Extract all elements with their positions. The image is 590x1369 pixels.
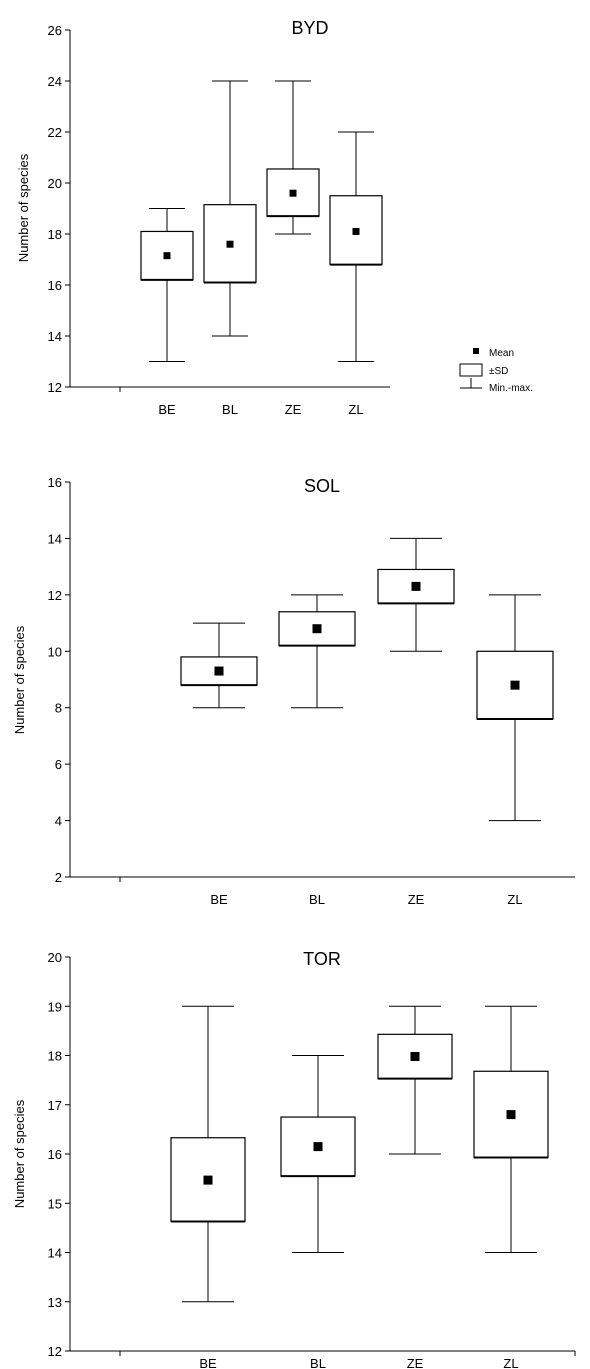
box-be (140, 208, 194, 362)
mean-marker (313, 1142, 323, 1152)
mean-marker (214, 666, 224, 676)
y-tick-label: 14 (48, 1246, 62, 1261)
chart-title: SOL (304, 476, 340, 496)
x-tick-label-be: BE (158, 402, 176, 417)
legend: Mean ±SD Min.-max. (459, 348, 533, 394)
mean-marker (226, 240, 234, 248)
x-tick-label-bl: BL (222, 402, 238, 417)
mean-marker (410, 1051, 420, 1061)
chart-title: TOR (303, 949, 341, 969)
mean-marker (163, 252, 171, 260)
mean-marker (312, 624, 322, 634)
y-tick-label: 12 (48, 1344, 62, 1359)
y-tick-label: 15 (48, 1196, 62, 1211)
mean-marker (510, 680, 520, 690)
legend-sd-box (459, 363, 483, 377)
legend-label-minmax: Min.-max. (489, 383, 533, 394)
y-tick-label: 20 (48, 176, 62, 191)
x-tick-label-be: BE (199, 1356, 217, 1369)
y-tick-label: 2 (55, 870, 62, 885)
y-tick-label: 12 (48, 588, 62, 603)
mean-marker (352, 227, 360, 235)
box-zl (329, 131, 383, 362)
y-tick-label: 4 (55, 814, 62, 829)
x-tick-label-bl: BL (309, 892, 325, 907)
box-be (180, 622, 258, 709)
box-zl (476, 594, 554, 822)
y-tick-label: 18 (48, 227, 62, 242)
legend-label-sd: ±SD (489, 366, 508, 377)
y-tick-label: 26 (48, 23, 62, 38)
y-tick-label: 13 (48, 1295, 62, 1310)
legend-mean-marker (473, 348, 479, 354)
y-tick-label: 22 (48, 125, 62, 140)
y-tick-label: 16 (48, 1147, 62, 1162)
y-tick-label: 16 (48, 278, 62, 293)
chart-sol: 2 4 6 8 10 12 14 16 SOL Number of species BE BL ZE ZL (12, 475, 575, 907)
x-tick-label-bl: BL (310, 1356, 326, 1369)
chart-byd: 12 14 16 18 20 22 24 26 BYD Number of species BE BL… (16, 18, 533, 417)
y-tick-label: 12 (48, 380, 62, 395)
chart-tor: 12 13 14 15 16 17 18 19 20 TOR Number of species BE… (12, 949, 576, 1369)
y-tick-label: 20 (48, 950, 62, 965)
y-tick-label: 18 (48, 1049, 62, 1064)
chart-title: BYD (291, 18, 328, 38)
mean-marker (411, 581, 421, 591)
y-axis-label: Number of species (12, 625, 27, 734)
box-ze (266, 80, 320, 235)
x-tick-label-zl: ZL (348, 402, 363, 417)
x-tick-label-ze: ZE (407, 1356, 424, 1369)
y-axis-label: Number of species (16, 153, 31, 262)
mean-marker (289, 189, 297, 197)
x-tick-label-ze: ZE (285, 402, 302, 417)
y-tick-label: 24 (48, 74, 62, 89)
box-bl (278, 594, 356, 709)
y-tick-label: 17 (48, 1098, 62, 1113)
y-tick-label: 8 (55, 701, 62, 716)
y-tick-label: 14 (48, 329, 62, 344)
box-ze (377, 537, 455, 652)
legend-label-mean: Mean (489, 348, 514, 359)
y-tick-label: 19 (48, 999, 62, 1014)
sd-box (377, 568, 455, 604)
x-tick-label-zl: ZL (507, 892, 522, 907)
y-tick-label: 14 (48, 531, 62, 546)
mean-marker (506, 1110, 516, 1120)
y-tick-label: 16 (48, 475, 62, 490)
box-ze (377, 1005, 453, 1155)
mean-marker (203, 1175, 213, 1185)
x-tick-label-ze: ZE (408, 892, 425, 907)
box-bl (280, 1055, 356, 1253)
x-tick-label-zl: ZL (503, 1356, 518, 1369)
box-be (170, 1005, 246, 1303)
box-bl (203, 80, 257, 337)
y-tick-label: 10 (48, 644, 62, 659)
y-tick-label: 6 (55, 757, 62, 772)
y-axis-label: Number of species (12, 1099, 27, 1208)
box-zl (473, 1005, 549, 1253)
x-tick-label-be: BE (210, 892, 228, 907)
